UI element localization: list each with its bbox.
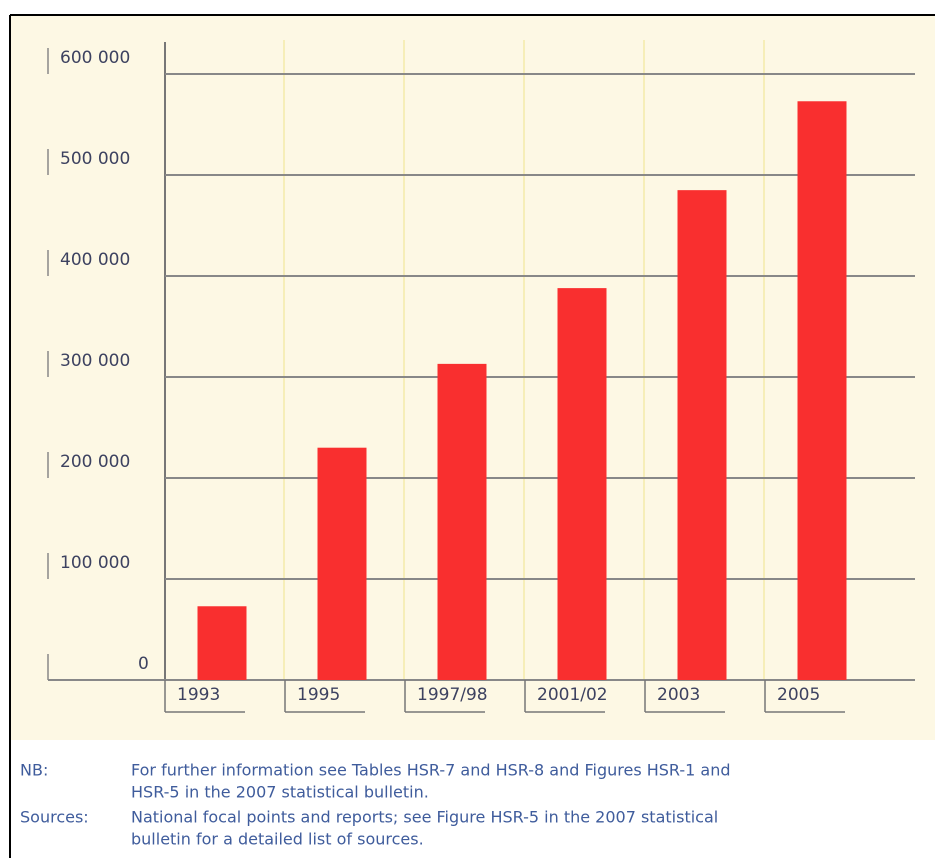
y-tick-label: 300 000	[60, 351, 130, 371]
x-tick-label: 1995	[297, 685, 340, 705]
x-tick-label: 2001/02	[537, 685, 608, 705]
bar	[557, 288, 607, 680]
x-tick-label: 2003	[657, 685, 700, 705]
y-tick-label: 500 000	[60, 149, 130, 169]
bar	[197, 606, 247, 680]
bar	[317, 447, 367, 680]
note-text: For further information see Tables HSR-7…	[131, 761, 731, 780]
y-tick-label: 100 000	[60, 553, 130, 573]
note-text: HSR-5 in the 2007 statistical bulletin.	[131, 783, 429, 802]
note-text: National focal points and reports; see F…	[131, 808, 718, 827]
y-tick-label: 200 000	[60, 452, 130, 472]
note-text: bulletin for a detailed list of sources.	[131, 830, 424, 849]
bar	[677, 190, 727, 680]
x-tick-label: 1997/98	[417, 685, 488, 705]
y-tick-label: 600 000	[60, 48, 130, 68]
bar	[797, 101, 847, 680]
y-tick-label: 400 000	[60, 250, 130, 270]
bar	[437, 363, 487, 680]
y-tick-label: 0	[138, 654, 149, 674]
x-tick-label: 2005	[777, 685, 820, 705]
x-tick-label: 1993	[177, 685, 220, 705]
note-label: NB:	[20, 761, 48, 780]
note-label: Sources:	[20, 808, 89, 827]
